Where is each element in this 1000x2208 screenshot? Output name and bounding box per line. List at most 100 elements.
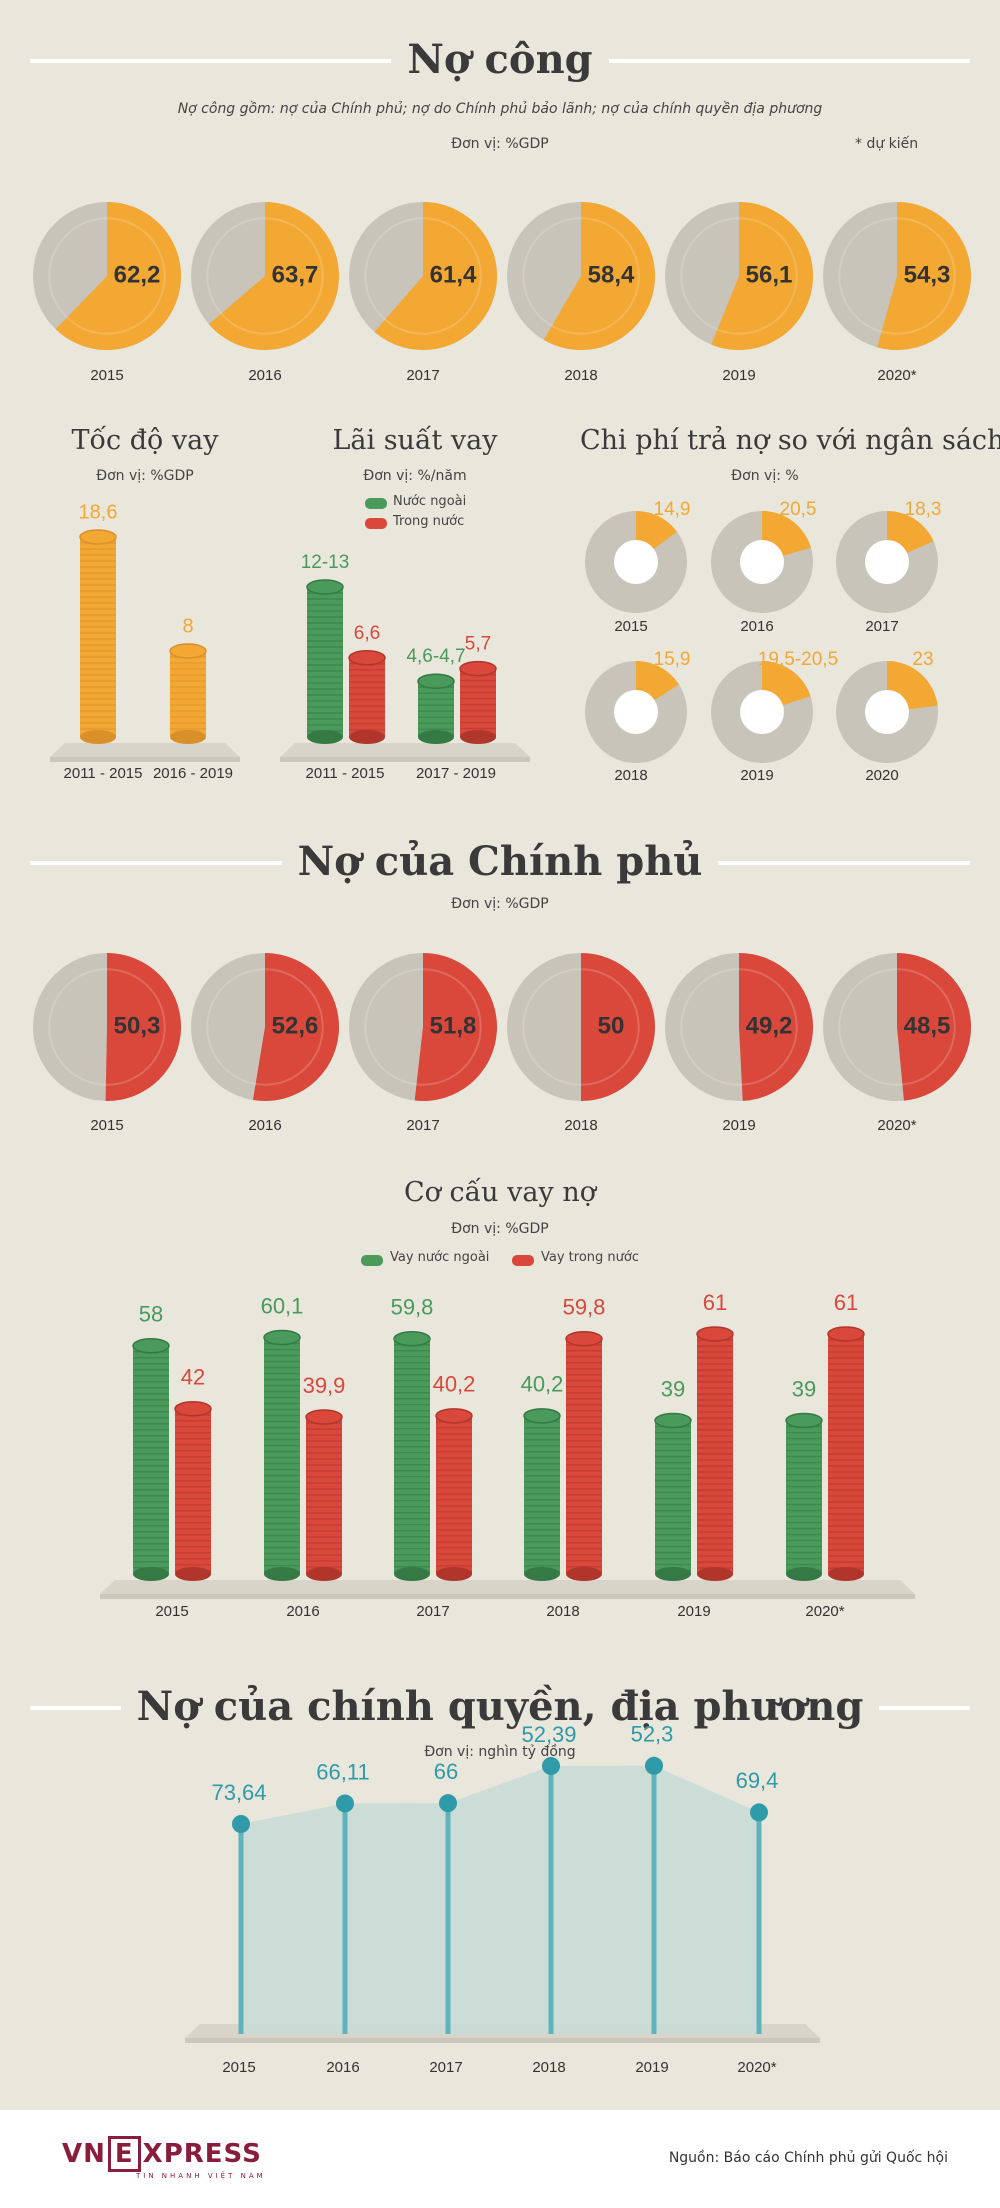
interest-value-label: 12-13 xyxy=(301,552,350,573)
pie-year-label: 2016 xyxy=(248,367,281,384)
local-debt-unit: Đơn vị: nghìn tỷ đồng xyxy=(424,1744,576,1760)
infographic-charts: 62,2 2015 63,7 2016 61,4 2017 58,4 2018 56,1 2019… xyxy=(33,202,972,2076)
donut-year-label: 2020 xyxy=(865,767,898,784)
local-debt-stem xyxy=(445,1803,451,2034)
structure-value-label: 39 xyxy=(792,1376,816,1401)
pie-year-label: 2016 xyxy=(248,1117,281,1134)
gov-debt-title: Nợ của Chính phủ xyxy=(0,838,1000,885)
pie-value-label: 63,7 xyxy=(272,261,319,288)
local-debt-stem xyxy=(756,1812,762,2034)
stack-top xyxy=(174,1401,212,1417)
local-debt-value-label: 73,64 xyxy=(211,1780,266,1805)
interest-platform xyxy=(280,743,530,757)
public-debt-unit: Đơn vị: %GDP xyxy=(451,136,549,152)
pie-year-label: 2018 xyxy=(564,367,597,384)
pie-year-label: 2020* xyxy=(877,1117,916,1134)
donut-hole xyxy=(614,540,658,584)
interest-value-label: 4,6-4,7 xyxy=(406,646,465,667)
interest-unit: Đơn vị: %/năm xyxy=(363,468,467,484)
local-debt-point xyxy=(750,1803,768,1822)
platform-edge xyxy=(100,1594,915,1599)
local-debt-value-label: 69,4 xyxy=(736,1768,779,1793)
stack-bottom xyxy=(349,730,385,744)
borrow-speed-bar xyxy=(169,643,207,744)
stack-top xyxy=(523,1408,561,1424)
donut-value-label: 18,3 xyxy=(905,499,942,520)
donut-hole xyxy=(865,540,909,584)
structure-bar xyxy=(435,1408,473,1581)
stack-bottom xyxy=(566,1567,602,1581)
legend-swatch-domestic xyxy=(365,518,387,529)
interest-bar xyxy=(348,650,386,744)
donut-hole xyxy=(740,690,784,734)
local-debt-stem xyxy=(651,1765,657,2034)
interest-bar xyxy=(417,673,455,744)
pie-value-label: 50,3 xyxy=(114,1012,161,1039)
stack-bottom xyxy=(306,1567,342,1581)
donut-year-label: 2015 xyxy=(614,618,647,635)
pie-value-label: 62,2 xyxy=(114,261,161,288)
repayment-unit: Đơn vị: % xyxy=(731,468,799,484)
pie-value-label: 56,1 xyxy=(746,261,793,288)
local-debt-point xyxy=(542,1757,560,1775)
pie-year-label: 2019 xyxy=(722,1117,755,1134)
structure-bar xyxy=(263,1329,301,1581)
stack-body xyxy=(786,1420,822,1574)
local-debt-value-label: 52,39 xyxy=(521,1722,576,1747)
stack-bottom xyxy=(786,1567,822,1581)
local-debt-year-label: 2018 xyxy=(532,2059,565,2076)
stack-top xyxy=(696,1326,734,1342)
stack-body xyxy=(460,668,496,737)
interest-category-label: 2017 - 2019 xyxy=(416,765,496,782)
interest-value-label: 6,6 xyxy=(354,623,380,644)
legend-swatch-foreign xyxy=(365,498,387,509)
structure-bar xyxy=(393,1330,431,1581)
stack-bottom xyxy=(175,1567,211,1581)
donut-year-label: 2019 xyxy=(740,767,773,784)
stack-top xyxy=(785,1412,823,1429)
structure-legend-domestic: Vay trong nước xyxy=(541,1250,639,1265)
stack-body xyxy=(80,537,116,737)
structure-unit: Đơn vị: %GDP xyxy=(451,1221,549,1237)
pie-slice xyxy=(374,202,498,350)
interest-legend-domestic: Trong nước xyxy=(393,514,465,529)
stack-body xyxy=(394,1338,430,1574)
local-debt-stem xyxy=(342,1803,348,2034)
borrow-speed-category-label: 2016 - 2019 xyxy=(153,765,233,782)
interest-title: Lãi suất vay xyxy=(332,425,498,456)
structure-year-label: 2015 xyxy=(155,1603,188,1620)
structure-value-label: 59,8 xyxy=(391,1295,434,1320)
stack-body xyxy=(307,587,343,737)
local-debt-point xyxy=(439,1794,457,1813)
stack-bottom xyxy=(264,1567,300,1581)
stack-bottom xyxy=(418,730,454,744)
stack-top xyxy=(169,643,207,659)
local-debt-year-label: 2020* xyxy=(737,2059,776,2076)
borrow-speed-value-label: 18,6 xyxy=(79,501,118,523)
stack-top xyxy=(132,1338,170,1354)
coin-ring xyxy=(206,217,324,335)
borrow-speed-bar xyxy=(79,529,117,744)
donut-year-label: 2016 xyxy=(740,618,773,635)
legend-swatch-foreign xyxy=(361,1255,383,1266)
local-debt-year-label: 2016 xyxy=(326,2059,359,2076)
stack-top xyxy=(565,1330,603,1347)
coin-ring xyxy=(206,968,324,1086)
stack-bottom xyxy=(655,1567,691,1581)
stack-top xyxy=(417,673,455,689)
local-debt-value-label: 66 xyxy=(434,1759,458,1784)
public-debt-title: Nợ công xyxy=(0,36,1000,83)
stack-top xyxy=(79,529,117,545)
stack-top xyxy=(459,660,497,677)
pie-slice xyxy=(55,202,181,350)
structure-bar xyxy=(132,1338,170,1581)
local-debt-point xyxy=(336,1794,354,1813)
platform-edge xyxy=(50,757,240,762)
structure-value-label: 42 xyxy=(181,1365,205,1390)
structure-value-label: 60,1 xyxy=(261,1293,304,1318)
stack-top xyxy=(827,1326,865,1342)
vnexpress-logo: VN E XPRESS TIN NHANH VIỆT NAM xyxy=(62,2136,263,2180)
pie-year-label: 2017 xyxy=(406,1117,439,1134)
local-debt-year-label: 2017 xyxy=(429,2059,462,2076)
coin-ring xyxy=(522,217,640,335)
